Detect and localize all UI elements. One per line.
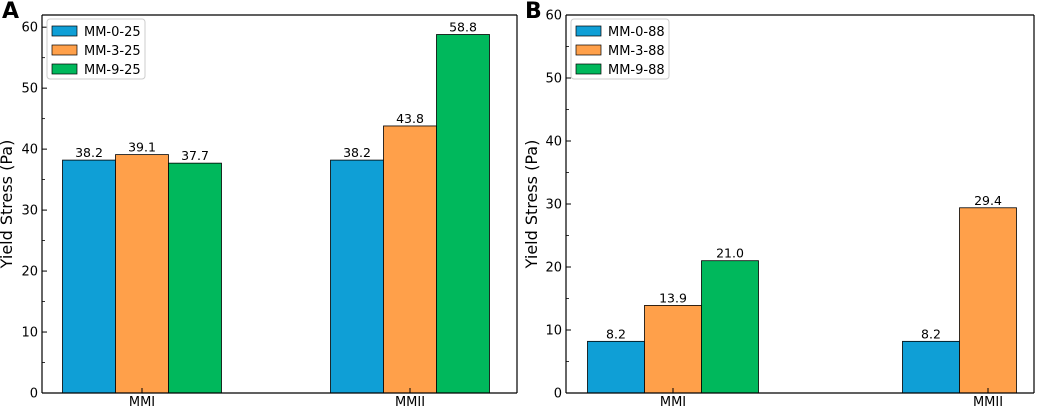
bar (383, 125, 437, 394)
y-tick-label: 50 (545, 72, 562, 87)
legend-entry-label: MM-9-25 (84, 63, 141, 78)
panel-label: A (2, 0, 19, 24)
bar-value-label: 29.4 (974, 193, 1002, 208)
y-tick-label: 30 (21, 204, 38, 219)
y-tick-label: 40 (21, 143, 38, 158)
bar (168, 162, 222, 394)
legend: MM-0-88 MM-3-88 MM-9-88 (570, 18, 670, 80)
legend-swatch (51, 63, 78, 75)
y-tick-label: 10 (545, 324, 562, 339)
y-axis-label: Yield Stress (Pa) (0, 140, 16, 270)
y-tick-label: 10 (21, 326, 38, 341)
x-tick-label: MMI (660, 395, 686, 407)
bar (330, 159, 384, 394)
y-tick-label: 40 (545, 135, 562, 150)
bar (587, 340, 645, 394)
bar-value-label: 8.2 (921, 326, 941, 341)
bar (902, 340, 960, 394)
y-tick-label: 20 (545, 261, 562, 276)
x-tick-label: MMII (395, 395, 425, 407)
bar-value-label: 8.2 (606, 326, 626, 341)
y-tick-label: 0 (30, 387, 38, 402)
legend-swatch (51, 25, 78, 37)
x-tick-label: MMII (973, 395, 1003, 407)
panel-a: A Yield Stress (Pa) 38.2 38.2 39.1 43.8 37.7 58… (0, 0, 518, 407)
panel-b: B Yield Stress (Pa) 8.2 8.2 13.9 29.4 21.0 0 10 2… (522, 0, 1035, 407)
y-tick-label: 50 (21, 82, 38, 97)
y-tick-label: 0 (554, 387, 562, 402)
bar-value-label: 13.9 (659, 290, 687, 305)
panel-label: B (525, 0, 542, 24)
legend-entry-label: MM-9-88 (608, 63, 665, 78)
legend-swatch (575, 25, 602, 37)
legend-swatch (51, 44, 78, 56)
bar (644, 305, 702, 394)
bar-value-label: 39.1 (128, 140, 156, 155)
bar-value-label: 43.8 (396, 111, 424, 126)
y-axis-label: Yield Stress (Pa) (522, 140, 541, 270)
legend: MM-0-25 MM-3-25 MM-9-25 (46, 18, 146, 80)
bar-value-label: 58.8 (449, 20, 477, 35)
legend-entry-label: MM-0-88 (608, 25, 665, 40)
bar-value-label: 38.2 (343, 145, 371, 160)
y-tick-label: 60 (21, 21, 38, 36)
legend-swatch (575, 44, 602, 56)
legend-entry-label: MM-0-25 (84, 25, 141, 40)
y-tick-label: 60 (545, 9, 562, 24)
legend-entry-label: MM-3-88 (608, 44, 665, 59)
bar (959, 207, 1017, 394)
bar (436, 34, 490, 394)
x-tick-label: MMI (129, 395, 155, 407)
y-tick-label: 30 (545, 198, 562, 213)
bar-value-label: 21.0 (716, 246, 744, 261)
legend-swatch (575, 63, 602, 75)
bar (62, 159, 116, 394)
bar-value-label: 38.2 (75, 145, 103, 160)
bar-value-label: 37.7 (181, 148, 209, 163)
bar (115, 154, 169, 394)
bar (701, 260, 759, 394)
y-tick-label: 20 (21, 265, 38, 280)
legend-entry-label: MM-3-25 (84, 44, 141, 59)
